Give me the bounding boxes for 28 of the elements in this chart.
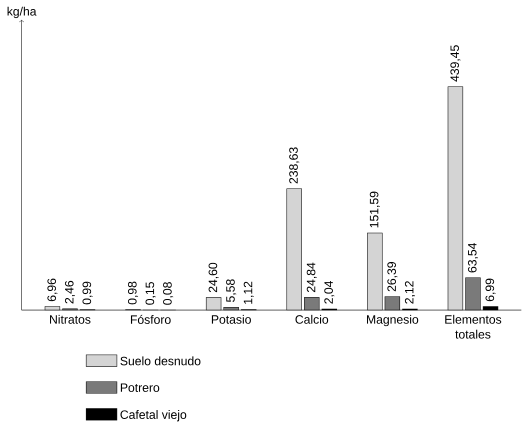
data-label: 0,99 — [82, 282, 93, 304]
data-label: 0,15 — [146, 282, 156, 305]
data-label: 2,46 — [64, 281, 75, 304]
data-label: 0,98 — [128, 282, 138, 304]
data-label: 151,59 — [370, 192, 380, 228]
data-label: 6,96 — [47, 278, 58, 302]
x-tick-label: Calcio — [296, 315, 328, 324]
data-label: 2,04 — [324, 281, 334, 304]
x-tick-label: Fósforo — [130, 314, 171, 324]
x-tick-label: Magnesio — [367, 315, 418, 326]
x-tick-label: Nitratos — [50, 315, 90, 324]
data-label: 238,63 — [289, 148, 300, 184]
data-label: 2,12 — [404, 281, 415, 304]
data-label: 5,58 — [226, 280, 236, 302]
legend-label: Suelo desnudo — [120, 356, 200, 366]
data-label: 63,54 — [468, 243, 478, 273]
data-label: 26,39 — [387, 262, 398, 292]
data-label: 6,99 — [486, 278, 496, 302]
data-label: 0,08 — [163, 282, 174, 305]
data-label: 1,12 — [244, 282, 254, 304]
legend-label: Cafetal viejo — [120, 410, 186, 422]
x-tick-label: Elementos totales — [445, 315, 502, 339]
text: kg/ha — [8, 6, 36, 18]
data-label: 439,45 — [450, 45, 460, 82]
legend-label: Potrero — [120, 384, 160, 392]
data-label: 24,84 — [306, 262, 317, 292]
x-tick-label: Potasio — [212, 315, 251, 324]
data-label: 24,60 — [208, 263, 219, 292]
